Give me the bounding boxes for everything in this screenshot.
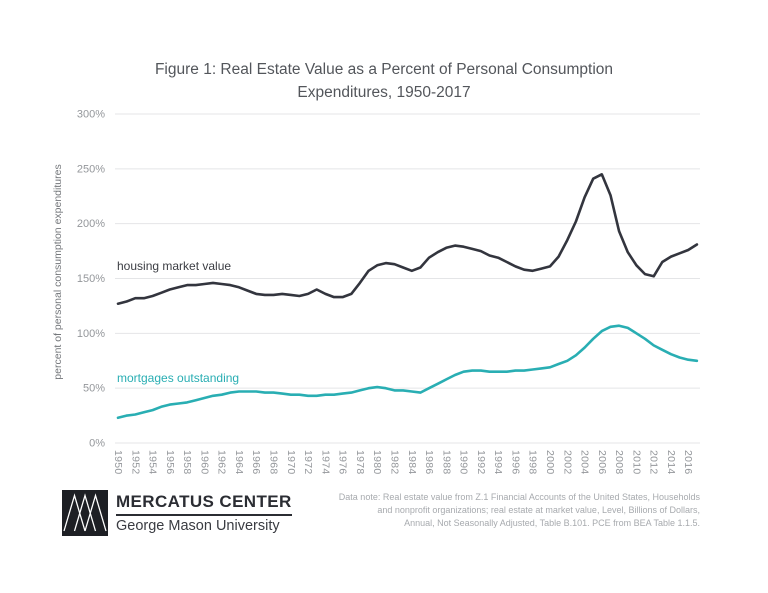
x-tick-label: 1974 (319, 450, 331, 475)
series-label-mortgages-outstanding: mortgages outstanding (117, 371, 240, 385)
x-tick-label: 1972 (302, 450, 314, 475)
y-tick-label: 200% (77, 218, 105, 230)
x-tick-label: 2002 (561, 450, 573, 475)
x-tick-label: 1976 (337, 450, 349, 475)
x-tick-label: 1996 (509, 450, 521, 475)
x-tick-label: 1980 (371, 450, 383, 475)
logo-text: MERCATUS CENTER George Mason University (116, 492, 292, 534)
x-tick-label: 1950 (112, 450, 124, 475)
x-tick-label: 1954 (147, 450, 159, 475)
data-note: Data note: Real estate value from Z.1 Fi… (339, 491, 700, 530)
series-line-housing-market-value (116, 173, 699, 306)
x-tick-label: 1962 (216, 450, 228, 475)
x-tick-label: 1958 (181, 450, 193, 475)
series-line-mortgages-outstanding (116, 324, 699, 420)
x-tick-label: 1966 (250, 450, 262, 475)
x-tick-label: 1992 (475, 450, 487, 475)
x-tick-label: 1970 (285, 450, 297, 475)
x-tick-label: 2010 (630, 450, 642, 475)
x-tick-label: 1994 (492, 450, 504, 475)
x-tick-label: 1998 (527, 450, 539, 475)
x-tick-label: 1960 (198, 450, 210, 475)
x-tick-label: 2008 (613, 450, 625, 475)
x-tick-label: 1978 (354, 450, 366, 475)
x-tick-label: 2014 (665, 450, 677, 475)
x-tick-label: 2012 (648, 450, 660, 475)
x-tick-label: 2000 (544, 450, 556, 475)
x-tick-label: 1968 (268, 450, 280, 475)
x-tick-label: 1986 (423, 450, 435, 475)
y-tick-label: 0% (89, 438, 105, 450)
y-tick-label: 250% (77, 163, 105, 175)
y-tick-label: 100% (77, 328, 105, 340)
x-tick-label: 1956 (164, 450, 176, 475)
logo-university-name: George Mason University (116, 518, 280, 534)
x-tick-label: 1964 (233, 450, 245, 475)
y-axis-title: percent of personal consumption expendit… (52, 164, 64, 380)
series-label-housing-market-value: housing market value (117, 259, 232, 273)
x-tick-label: 1952 (129, 450, 141, 475)
y-tick-label: 50% (83, 383, 105, 395)
mercatus-triangles-icon (62, 490, 108, 536)
y-tick-label: 150% (77, 273, 105, 285)
data-note-line: and nonprofit organizations; real estate… (377, 505, 700, 515)
x-tick-label: 1990 (458, 450, 470, 475)
x-tick-label: 1982 (388, 450, 400, 475)
x-tick-label: 2006 (596, 450, 608, 475)
x-tick-label: 2004 (579, 450, 591, 475)
data-note-line: Annual, Not Seasonally Adjusted, Table B… (404, 518, 700, 528)
y-tick-label: 300% (77, 109, 105, 121)
mercatus-logo: MERCATUS CENTER George Mason University (62, 490, 292, 536)
logo-org-name: MERCATUS CENTER (116, 492, 292, 516)
chart-title: Figure 1: Real Estate Value as a Percent… (154, 61, 614, 101)
data-note-line: Data note: Real estate value from Z.1 Fi… (338, 492, 700, 502)
x-tick-label: 1984 (406, 450, 418, 475)
x-tick-label: 1988 (440, 450, 452, 475)
x-tick-label: 2016 (682, 450, 694, 475)
